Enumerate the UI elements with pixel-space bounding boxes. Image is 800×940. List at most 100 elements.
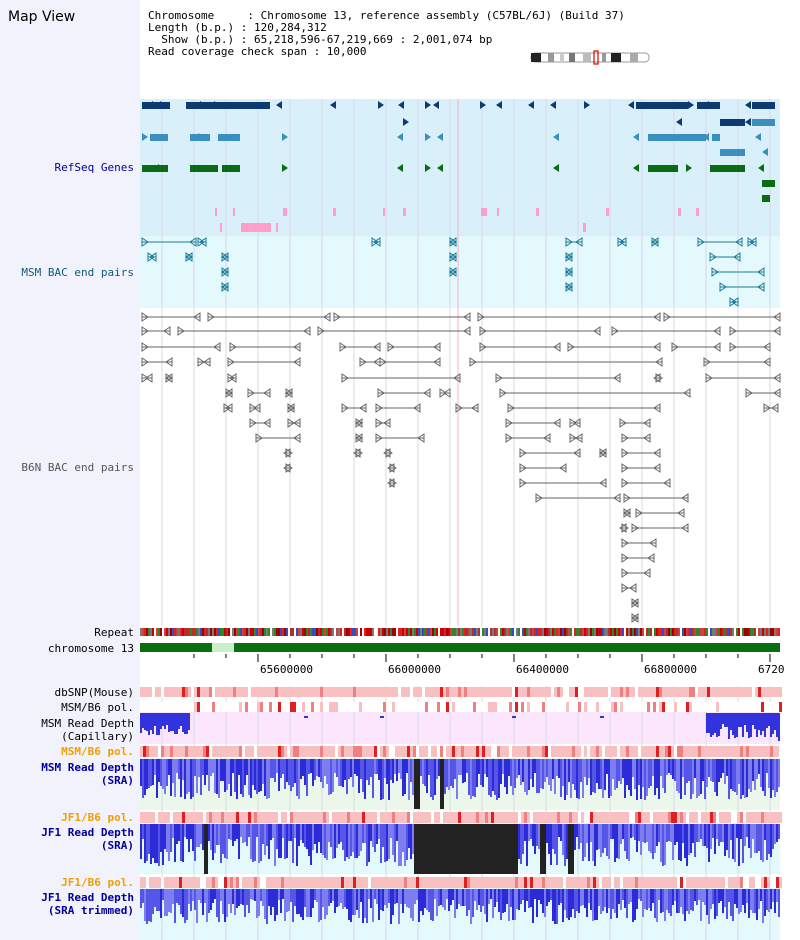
heat-cell [590,687,593,697]
repeat-element [170,628,172,636]
heat-cell [668,812,671,823]
ideogram-band [611,53,621,62]
track-label-jf1-b6-pol-2[interactable]: JF1/B6 pol. [61,876,134,889]
track-label-msm-b6-pol-2[interactable]: MSM/B6 pol. [61,745,134,758]
track-label-jf1-depth-sra[interactable]: JF1 Read Depth (SRA) [41,826,134,852]
heat-cell [368,877,371,888]
heat-cell [638,687,641,697]
depth-bar [576,759,578,798]
track-label-refseq[interactable]: RefSeq Genes [54,161,134,174]
depth-bar [536,824,538,846]
depth-bar [144,759,146,795]
heat-cell [470,687,473,697]
track-label-repeat[interactable]: Repeat [94,626,134,639]
heat-cell [245,687,248,697]
depth-bar [558,824,560,837]
depth-bar [536,889,538,917]
b6n-bac-pair-end [613,493,621,503]
repeat-element [378,628,380,636]
depth-bar [394,824,396,862]
track-label-b6n-bac[interactable]: B6N BAC end pairs [21,461,134,474]
b6n-bac-pair-end [519,478,527,488]
heat-cell [143,812,146,823]
heat-cell [557,877,560,888]
heat-cell [635,746,638,757]
depth-bar [392,759,394,783]
depth-bar [628,889,630,904]
depth-bar [312,824,314,850]
b6n-bac-pair-end [629,583,637,593]
repeat-element [222,628,224,636]
refseq-gene-features[interactable] [142,101,775,232]
track-label-jf1-b6-pol-1[interactable]: JF1/B6 pol. [61,811,134,824]
b6n-bac-features[interactable] [141,312,781,623]
heat-cell [173,746,176,757]
b6n-bac-pair-end [163,326,171,336]
track-label-msm-depth-cap[interactable]: MSM Read Depth (Capillary) [41,717,134,743]
b6n-bac-pair-end [613,373,621,383]
b6n-bac-pair-end [655,373,663,383]
heat-cell [527,702,530,712]
track-label-msm-bac[interactable]: MSM BAC end pairs [21,266,134,279]
heat-cell [377,877,380,888]
heat-cell [479,812,482,823]
heat-cell [449,877,452,888]
read-depth-tracks[interactable] [140,713,780,924]
depth-bar [236,759,238,799]
depth-bar [478,759,480,774]
depth-bar [538,889,540,900]
heat-cell [155,746,158,757]
heat-cell [539,702,542,712]
heat-cell [617,687,620,697]
chromosome-ideogram[interactable] [530,50,650,65]
repeat-element [614,628,616,636]
track-label-msm-b6-pol-1[interactable]: MSM/B6 pol. [61,701,134,714]
depth-bar [696,889,698,905]
depth-bar [162,889,164,900]
b6n-bac-pair-end [249,418,257,428]
label-line: JF1 Read Depth [41,891,134,904]
repeat-element [360,628,362,636]
heat-cell [146,746,149,757]
repeat-element [220,628,222,636]
heat-cell [725,702,728,712]
repeat-element [198,628,200,636]
depth-bar [612,759,614,779]
heat-cell [545,746,548,757]
depth-bar [170,759,172,796]
depth-bar [764,889,766,916]
heat-cell [191,746,194,757]
track-label-dbsnp[interactable]: dbSNP(Mouse) [54,686,134,699]
depth-bar [726,889,728,919]
heat-cell [704,702,707,712]
heat-cell [224,687,227,697]
gene-block [648,165,678,172]
polymorphism-heat-tracks[interactable] [140,687,782,888]
heat-cell [536,702,539,712]
depth-bar [688,824,690,855]
repeat-element [608,628,610,636]
depth-bar [292,889,294,922]
heat-cell [497,877,500,888]
heat-cell [590,877,593,888]
track-label-jf1-depth-trim[interactable]: JF1 Read Depth (SRA trimmed) [41,891,134,917]
depth-bar [514,889,516,920]
b6n-bac-pair-end [635,508,643,518]
heat-cell [326,702,329,712]
heat-cell [413,877,416,888]
depth-bar [712,824,714,838]
heat-cell [188,702,191,712]
track-label-msm-depth-sra[interactable]: MSM Read Depth (SRA) [41,761,134,787]
repeat-element [690,628,692,636]
heat-cell [338,812,341,823]
heat-cell [320,702,323,712]
heat-cell [407,877,410,888]
msm-bac-features[interactable] [141,237,765,307]
repeat-element [348,628,350,636]
depth-bar [582,889,584,905]
repeat-element [584,628,586,636]
repeat-track[interactable] [140,628,780,636]
depth-bar [458,889,460,904]
heat-cell [260,812,263,823]
